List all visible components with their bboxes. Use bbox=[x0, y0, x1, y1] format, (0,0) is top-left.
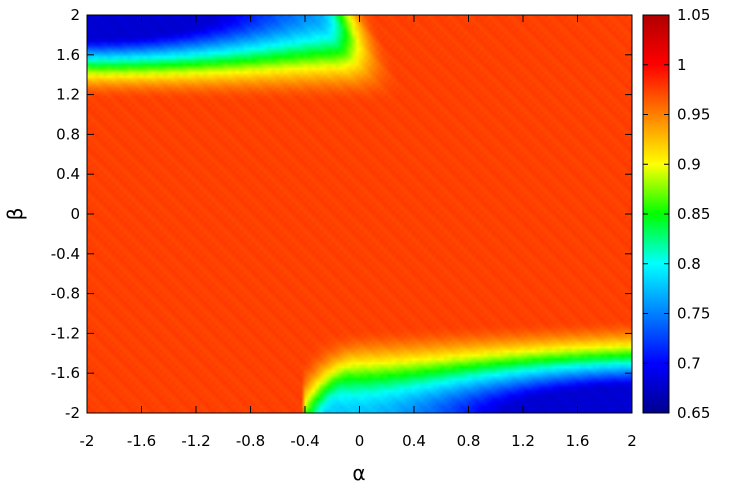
y-tick-label: 0.4 bbox=[56, 165, 80, 183]
y-tick-label: 1.6 bbox=[56, 46, 80, 64]
x-tick-label: 0 bbox=[355, 432, 365, 450]
colorbar-tick-label: 0.65 bbox=[677, 404, 710, 422]
x-tick-label: -2 bbox=[80, 432, 95, 450]
x-tick-label: -0.4 bbox=[290, 432, 319, 450]
x-axis-ticks: -2 -1.6 -1.2 -0.8 -0.4 0 0.4 0.8 1.2 1.6 2 bbox=[80, 15, 637, 450]
colorbar-tick-label: 0.75 bbox=[677, 305, 710, 323]
x-tick-label: 0.8 bbox=[457, 432, 481, 450]
plot-area bbox=[86, 14, 633, 414]
y-tick-label: 1.2 bbox=[56, 86, 80, 104]
colorbar-tick-label: 1.05 bbox=[677, 6, 710, 24]
colorbar-tick-label: 0.95 bbox=[677, 106, 710, 124]
y-tick-label: 0 bbox=[70, 205, 80, 223]
y-tick-label: -0.4 bbox=[51, 245, 80, 263]
y-tick-label: -0.8 bbox=[51, 285, 80, 303]
colorbar-tick-label: 0.85 bbox=[677, 205, 710, 223]
colorbar-ticks: 0.65 0.7 0.75 0.8 0.85 0.9 0.95 1 1.05 bbox=[643, 6, 710, 422]
y-tick-label: -2 bbox=[65, 404, 80, 422]
y-axis-label: β bbox=[3, 208, 27, 221]
colorbar-tick-label: 0.8 bbox=[677, 255, 701, 273]
y-tick-label: -1.6 bbox=[51, 364, 80, 382]
x-tick-label: -1.2 bbox=[181, 432, 210, 450]
x-tick-label: 1.2 bbox=[511, 432, 535, 450]
x-tick-label: 0.4 bbox=[402, 432, 426, 450]
y-tick-label: -1.2 bbox=[51, 324, 80, 342]
x-axis-label: α bbox=[352, 461, 365, 485]
colorbar-tick-label: 1 bbox=[677, 56, 687, 74]
y-tick-label: 0.8 bbox=[56, 125, 80, 143]
x-tick-label: -1.6 bbox=[127, 432, 156, 450]
heatmap-field bbox=[87, 15, 632, 413]
y-tick-label: 2 bbox=[70, 6, 80, 24]
colorbar: 0.65 0.7 0.75 0.8 0.85 0.9 0.95 1 1.05 bbox=[642, 6, 710, 422]
x-tick-label: -0.8 bbox=[236, 432, 265, 450]
y-axis-ticks: -2 -1.6 -1.2 -0.8 -0.4 0 0.4 0.8 1.2 1.6 2 bbox=[51, 6, 632, 422]
colorbar-tick-label: 0.9 bbox=[677, 155, 701, 173]
colorbar-tick-label: 0.7 bbox=[677, 354, 701, 372]
x-tick-label: 1.6 bbox=[566, 432, 590, 450]
x-tick-label: 2 bbox=[627, 432, 637, 450]
